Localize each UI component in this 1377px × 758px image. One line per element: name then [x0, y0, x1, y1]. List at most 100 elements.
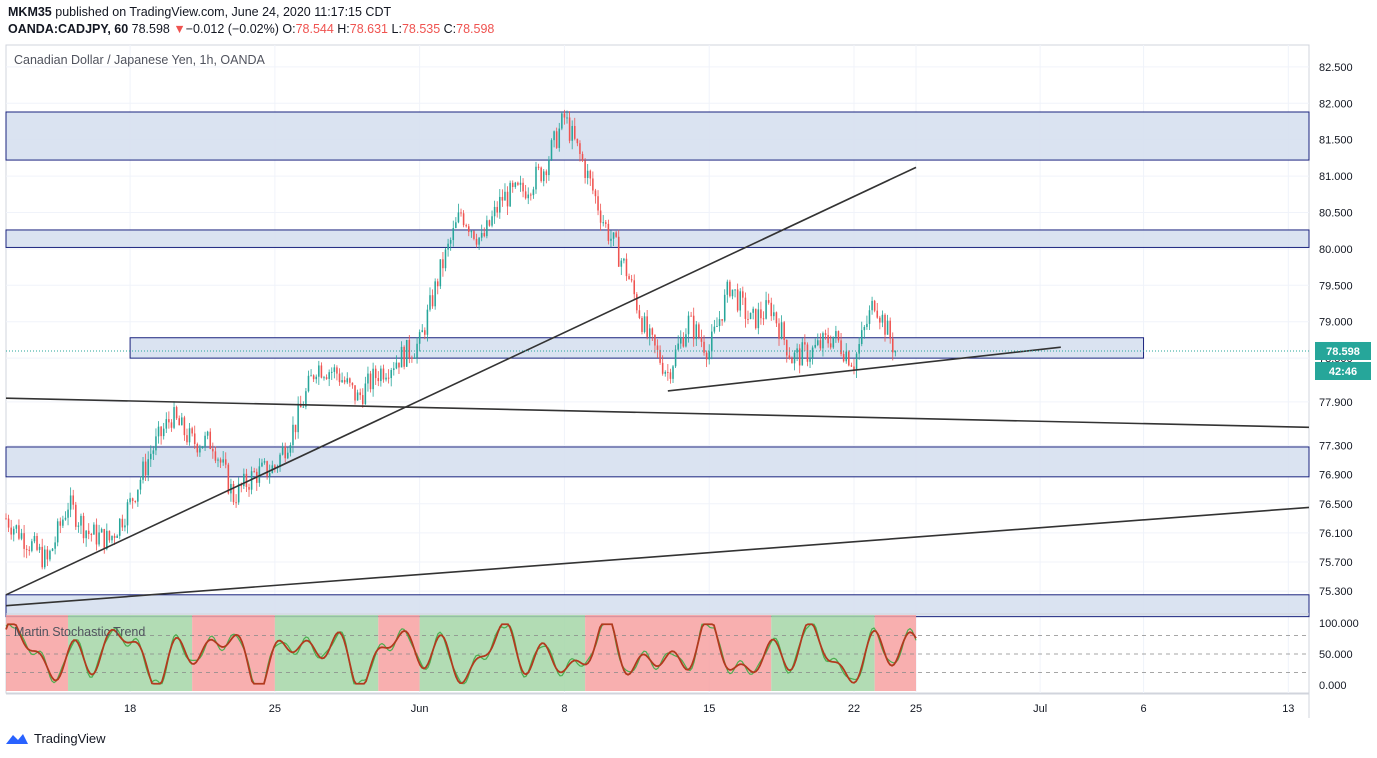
change-arrow-icon: ▼ [173, 22, 186, 36]
candle-body [385, 377, 387, 380]
candle-body [850, 365, 853, 367]
candle-body [191, 428, 193, 434]
candle-body [791, 358, 793, 364]
candle-body [121, 518, 124, 528]
candle-body [204, 435, 206, 447]
candle-body [253, 471, 255, 473]
candle-body [806, 344, 809, 362]
candle-body [654, 334, 656, 346]
candle-body [398, 362, 400, 368]
symbol-label[interactable]: OANDA:CADJPY, 60 [8, 22, 129, 36]
low-label: L: [391, 22, 402, 36]
candle-body [175, 407, 178, 419]
candle-body [452, 227, 455, 241]
regime-band [874, 615, 917, 691]
candle-body [325, 377, 328, 379]
candle-body [64, 517, 67, 520]
candle-body [186, 435, 188, 443]
x-tick-label: 25 [269, 703, 281, 715]
candle-body [540, 167, 542, 182]
candle-body [193, 433, 196, 444]
candle-body [617, 236, 620, 267]
candle-body [284, 446, 286, 459]
candle-body [338, 373, 341, 383]
y-tick-label: 79.000 [1319, 317, 1353, 329]
candle-body [367, 373, 369, 384]
candle-body [237, 483, 240, 503]
candle-body [615, 232, 617, 237]
candle-body [150, 453, 152, 460]
y-tick-label: 81.000 [1319, 171, 1353, 183]
candle-body [359, 392, 361, 396]
candle-body [612, 232, 615, 239]
candle-body [307, 375, 310, 392]
candle-body [679, 337, 682, 344]
candle-body [421, 330, 424, 333]
candle-body [785, 339, 788, 356]
candle-body [462, 213, 465, 226]
candle-body [736, 289, 739, 311]
candle-body [889, 320, 891, 339]
candle-body [879, 317, 881, 323]
candle-body [263, 461, 266, 463]
candle-body [320, 365, 323, 378]
candle-body [268, 473, 271, 477]
candle-body [674, 349, 677, 367]
candle-body [504, 191, 506, 201]
candle-body [103, 529, 106, 550]
candle-body [824, 333, 827, 336]
candle-body [75, 504, 77, 527]
candle-body [499, 196, 501, 213]
candle-body [798, 348, 801, 366]
candle-body [656, 345, 659, 350]
high-value: 78.631 [349, 22, 389, 36]
candle-body [400, 346, 403, 368]
y-tick-label: 76.900 [1319, 470, 1353, 482]
candle-body [85, 530, 87, 539]
candle-body [809, 357, 811, 362]
candle-body [403, 346, 405, 367]
candle-body [165, 419, 168, 429]
candle-body [15, 525, 18, 529]
candle-body [542, 171, 545, 182]
indicator-title: Martin Stochastic Trend [14, 625, 145, 639]
candle-body [739, 291, 742, 311]
candle-body [116, 535, 118, 538]
candle-body [584, 160, 586, 178]
candle-body [848, 351, 850, 366]
candle-body [827, 335, 829, 344]
candle-body [183, 417, 186, 436]
candle-body [444, 249, 447, 269]
candle-body [87, 530, 90, 535]
candle-body [767, 300, 770, 303]
candle-body [147, 459, 149, 476]
candle-body [28, 549, 31, 551]
y-tick-label: 81.500 [1319, 135, 1353, 147]
candle-body [100, 529, 103, 533]
publisher-name[interactable]: MKM35 [8, 5, 52, 19]
candle-body [315, 376, 318, 380]
candle-body [108, 530, 111, 541]
candle-body [488, 220, 491, 226]
candle-body [835, 331, 837, 337]
footer-branding[interactable]: TradingView [6, 731, 106, 746]
candle-body [762, 318, 765, 320]
candle-body [395, 362, 398, 369]
trendline [667, 346, 1061, 392]
candle-body [778, 323, 780, 339]
candle-body [170, 422, 173, 428]
candle-body [602, 222, 604, 224]
candle-body [279, 454, 281, 467]
x-tick-label: 18 [124, 703, 136, 715]
regime-band [585, 615, 772, 691]
candle-body [550, 140, 553, 160]
candle-body [496, 206, 498, 213]
candle-body [623, 258, 625, 261]
candle-body [212, 448, 214, 452]
candle-body [54, 542, 56, 549]
candle-body [801, 342, 804, 366]
candle-body [77, 525, 80, 527]
candle-body [553, 131, 555, 141]
candle-body [545, 171, 548, 176]
